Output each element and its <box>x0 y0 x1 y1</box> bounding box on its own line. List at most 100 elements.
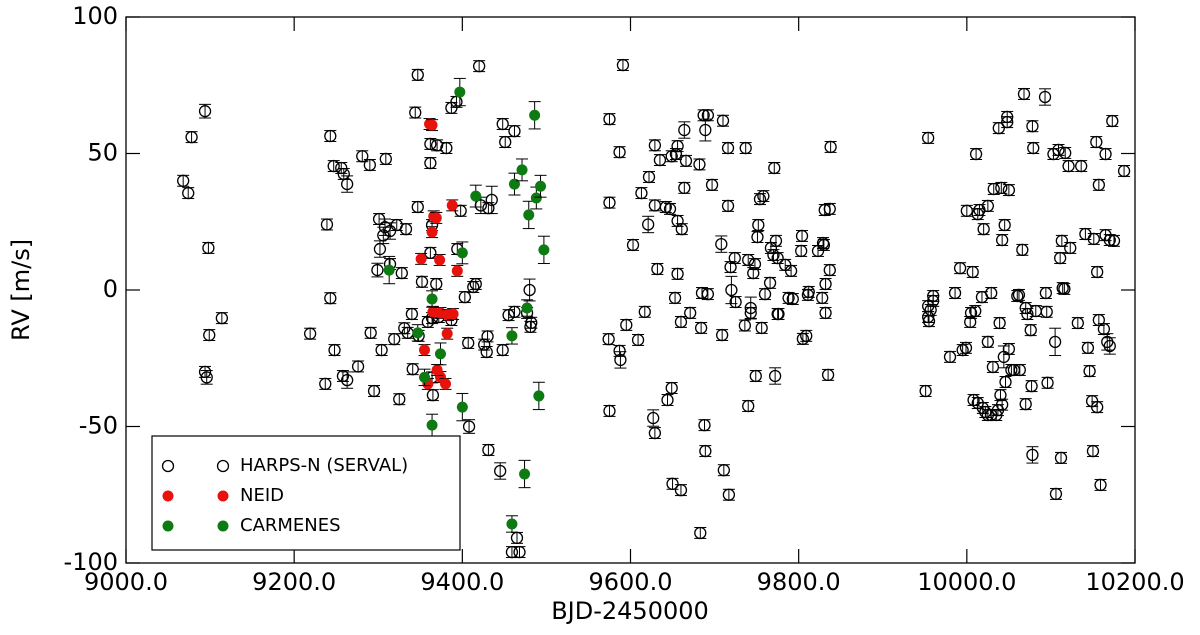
point <box>508 178 520 190</box>
point <box>960 204 973 217</box>
point <box>616 58 630 72</box>
point <box>678 123 691 137</box>
plot-frame <box>125 16 1136 564</box>
point <box>653 153 667 167</box>
point <box>669 147 683 161</box>
point <box>922 131 935 145</box>
point <box>1092 178 1105 192</box>
point <box>434 348 446 360</box>
point <box>523 283 536 297</box>
point <box>508 305 521 318</box>
point <box>698 418 711 432</box>
error-bar <box>463 419 476 434</box>
point <box>406 363 419 376</box>
point <box>327 159 340 173</box>
point <box>1001 110 1014 124</box>
point <box>620 318 633 332</box>
point <box>728 251 741 265</box>
point <box>1019 397 1032 411</box>
point <box>721 199 735 213</box>
point <box>927 289 940 303</box>
point <box>335 161 348 175</box>
point <box>795 229 809 243</box>
point <box>340 177 354 191</box>
point <box>990 408 1003 422</box>
point <box>430 212 442 224</box>
legend-marker <box>162 490 174 502</box>
point <box>519 468 531 480</box>
point <box>956 343 969 357</box>
point <box>1017 87 1031 101</box>
point <box>508 124 521 138</box>
point <box>995 181 1008 195</box>
point <box>1091 265 1104 279</box>
point <box>824 140 837 154</box>
point <box>482 201 495 215</box>
point <box>768 369 782 383</box>
point <box>742 399 755 413</box>
point <box>998 218 1011 232</box>
point <box>203 328 216 342</box>
point <box>324 129 337 143</box>
point <box>1013 363 1026 377</box>
point <box>943 350 957 364</box>
point <box>462 420 476 433</box>
point <box>412 327 424 339</box>
point <box>642 170 656 184</box>
error-bar <box>485 185 498 215</box>
point <box>506 518 518 530</box>
point <box>446 199 458 211</box>
point <box>729 295 742 309</box>
point <box>426 119 438 131</box>
point <box>816 291 829 305</box>
point <box>819 306 832 320</box>
point <box>795 244 808 258</box>
point <box>454 86 466 98</box>
point <box>494 464 507 478</box>
point <box>405 307 419 321</box>
point <box>513 545 526 559</box>
point <box>538 244 550 256</box>
point <box>678 181 691 195</box>
point <box>496 117 509 131</box>
error-bar <box>200 370 213 385</box>
error-bar <box>523 278 536 302</box>
point <box>1103 233 1116 247</box>
point <box>679 154 693 168</box>
point <box>496 343 509 357</box>
point <box>747 266 760 280</box>
point <box>693 158 706 171</box>
y-tick-label: -50 <box>79 412 118 440</box>
point <box>470 190 482 202</box>
point <box>356 150 369 163</box>
point <box>953 262 967 275</box>
point <box>303 327 317 340</box>
point <box>694 321 708 335</box>
point <box>699 444 712 458</box>
point <box>772 307 785 321</box>
point <box>648 426 662 440</box>
point <box>505 545 519 559</box>
point <box>684 306 697 320</box>
x-axis-title: BJD-2450000 <box>551 597 709 625</box>
point <box>1012 288 1026 302</box>
point <box>364 326 377 340</box>
point <box>451 265 463 277</box>
point <box>666 477 679 490</box>
point <box>320 218 334 231</box>
point <box>440 141 453 155</box>
point <box>1025 379 1038 393</box>
point <box>924 303 937 317</box>
point <box>319 377 332 391</box>
point <box>715 237 728 251</box>
point <box>705 178 719 192</box>
point <box>371 263 384 277</box>
point <box>992 121 1005 135</box>
point <box>499 135 512 149</box>
legend-marker <box>217 520 229 532</box>
point <box>1117 164 1131 178</box>
point <box>919 384 932 398</box>
point <box>665 381 678 395</box>
point <box>1049 487 1063 501</box>
point <box>647 411 660 425</box>
